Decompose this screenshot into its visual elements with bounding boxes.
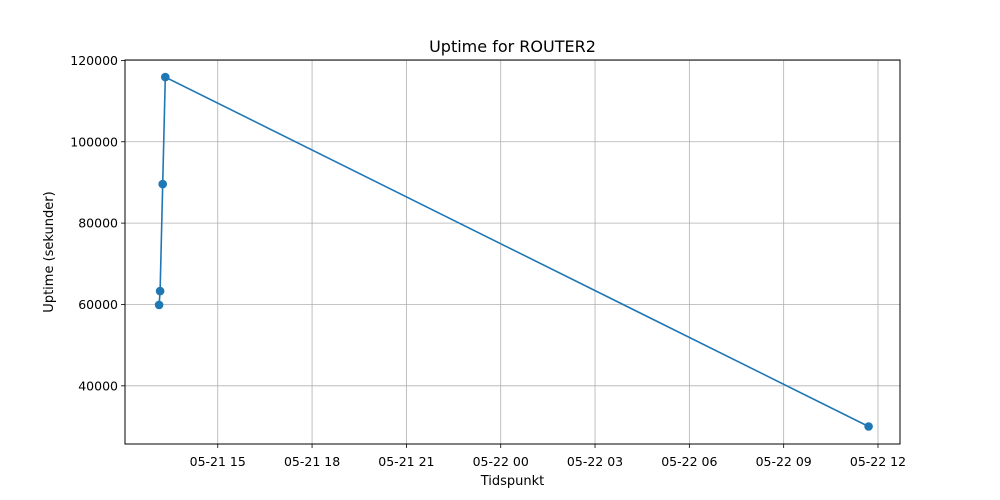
data-point <box>161 72 170 82</box>
x-tick-label: 05-21 21 <box>378 454 434 469</box>
data-point <box>158 179 167 189</box>
series-line <box>158 75 869 428</box>
x-tick-label: 05-21 18 <box>284 454 340 469</box>
y-tick-label: 60000 <box>78 297 118 312</box>
y-tick-label: 100000 <box>70 134 118 149</box>
series <box>154 72 873 431</box>
data-point <box>864 422 873 431</box>
y-tick-label: 40000 <box>78 378 118 393</box>
x-axis: 05-21 15 05-21 18 05-21 21 05-22 00 05-22 03… <box>190 444 906 469</box>
y-tick-label: 80000 <box>78 216 118 231</box>
chart-title: Uptime for ROUTER2 <box>429 37 596 56</box>
x-axis-label: Tidspunkt <box>480 474 545 489</box>
data-point <box>154 300 164 310</box>
x-tick-label: 05-22 06 <box>661 454 717 469</box>
grid <box>125 60 900 444</box>
x-tick-label: 05-22 00 <box>473 454 529 469</box>
plot-frame <box>124 59 901 445</box>
y-axis: 40000 60000 80000 100000 120000 <box>70 53 125 393</box>
y-tick-label: 120000 <box>70 53 118 68</box>
y-axis-label: Uptime (sekunder) <box>42 191 57 312</box>
data-point <box>155 286 165 296</box>
x-tick-label: 05-22 09 <box>756 454 812 469</box>
x-tick-label: 05-21 15 <box>190 454 246 469</box>
x-tick-label: 05-22 12 <box>850 454 906 469</box>
x-tick-label: 05-22 03 <box>567 454 623 469</box>
